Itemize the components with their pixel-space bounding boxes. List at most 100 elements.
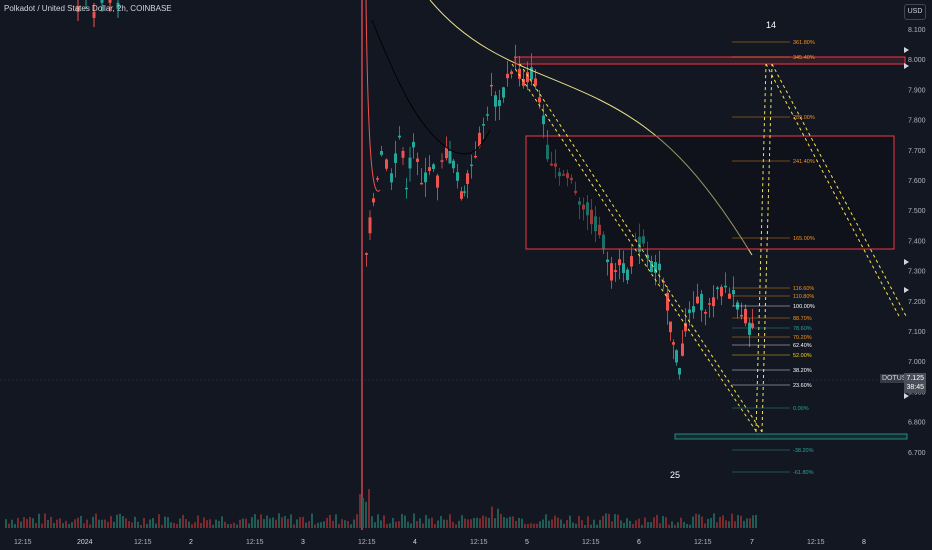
time-tick-label: 4 [413,539,417,546]
volume-bar [554,515,556,528]
candle [428,167,431,171]
volume-bar [425,515,427,528]
volume-bar [335,514,337,528]
volume-bar [536,523,538,528]
volume-bar [437,520,439,528]
volume-bar [692,516,694,528]
volume-bar [53,522,55,528]
volume-bar [164,516,166,528]
volume-bar [65,520,67,528]
volume-bar [227,524,229,528]
time-tick-label: 12:15 [470,539,488,546]
fib-level-label: 0.00% [793,406,809,412]
trendline-down-2[interactable] [519,63,763,433]
volume-bar [752,515,754,528]
candle [704,311,707,314]
alert-marker-icon[interactable] [904,63,909,69]
volume-bar [668,524,670,528]
volume-bar [56,519,58,528]
volume-bar [725,520,727,528]
candle [92,11,96,18]
candle [463,191,466,193]
candle [534,78,537,86]
volume-bar [386,523,388,528]
alert-marker-icon[interactable] [904,259,909,265]
volume-bar [518,517,520,528]
candle [666,292,669,311]
volume-bar [17,517,19,528]
volume-bar [161,524,163,528]
price-tick-label: 7.800 [908,118,926,125]
volume-bar [41,523,43,528]
candle [494,95,497,107]
volume-bar [515,520,517,528]
volume-bar [128,521,130,528]
volume-bar [476,517,478,528]
volume-bar [383,515,385,528]
candle [700,293,703,311]
volume-bar [440,515,442,528]
candle [368,217,372,234]
volume-bar [182,514,184,528]
candle [452,160,455,169]
volume-bar [614,514,616,528]
time-tick-label: 12:15 [14,539,32,546]
candle [684,322,687,332]
alert-marker-icon[interactable] [904,287,909,293]
candle [440,160,444,162]
candle [116,2,120,9]
resistance-zone-box[interactable] [525,135,895,250]
volume-bar [374,522,376,528]
candle [380,151,383,155]
fib-level-label: 100.00% [793,304,815,310]
candle [658,263,661,271]
volume-bar [362,497,364,528]
volume-bar [704,523,706,528]
volume-bar [167,517,169,528]
volume-bar [218,520,220,528]
volume-bar [461,515,463,528]
volume-bar [395,521,397,528]
volume-bar [659,523,661,528]
volume-bar [719,516,721,528]
projection-up-2[interactable] [761,63,773,433]
volume-bar [260,514,262,528]
volume-bar [74,519,76,528]
volume-bar [407,521,409,528]
volume-bar [113,521,115,528]
volume-bar [677,522,679,528]
resistance-zone-top[interactable] [514,56,906,65]
time-tick-label: 5 [525,539,529,546]
candle [460,191,463,199]
fib-level-label: 78.60% [793,326,812,332]
candle [502,87,505,98]
candle [482,124,485,126]
candle [675,350,678,363]
volume-bar [332,520,334,528]
volume-bar [623,522,625,528]
candle [456,172,459,181]
volume-bar [530,523,532,528]
alert-marker-icon[interactable] [904,47,909,53]
currency-button[interactable]: USD [904,4,926,20]
projection-up-1[interactable] [755,63,767,433]
candle [732,290,735,295]
alert-marker-icon[interactable] [904,393,909,399]
candle [394,153,397,163]
volume-bar [338,523,340,528]
volume-bar [491,506,493,528]
volume-bar [443,519,445,528]
support-zone[interactable] [674,433,908,440]
volume-bar [428,518,430,528]
volume-bar [578,515,580,528]
volume-bar [452,522,454,528]
volume-bar [359,494,361,528]
candle [594,216,597,232]
candle [692,306,695,313]
volume-bar [728,521,730,528]
candle [478,132,481,147]
candle [688,309,691,313]
trendline-down-1[interactable] [511,63,759,435]
